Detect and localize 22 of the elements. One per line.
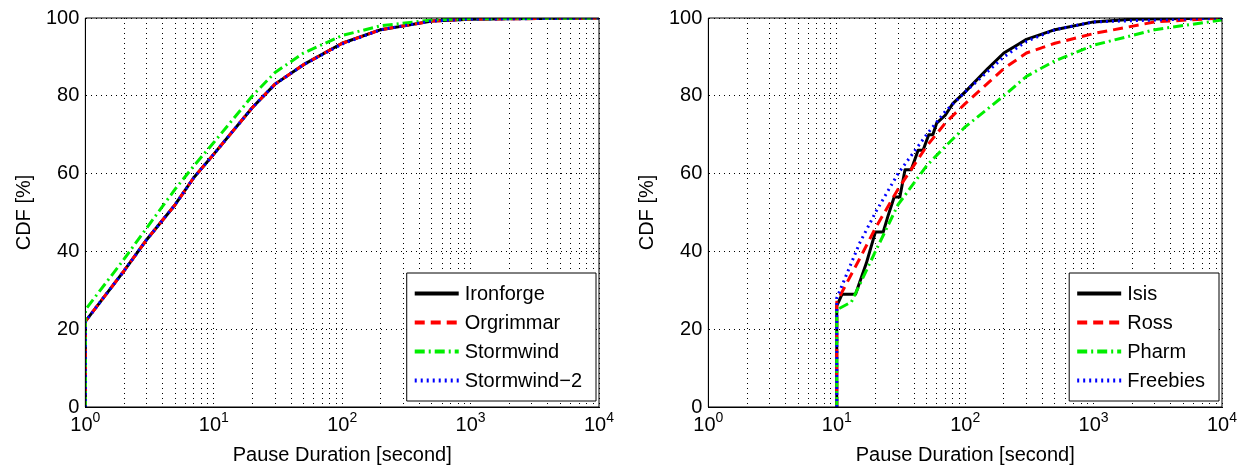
y-axis-title: CDF [%] [634,174,657,251]
y-tick-label: 40 [680,238,703,261]
legend-label: Ross [1127,311,1173,334]
legend-label: Ironforge [464,282,545,305]
y-tick-label: 60 [57,161,80,184]
legend-label: Stormwind−2 [464,369,583,392]
y-tick-label: 80 [57,83,80,106]
legend-label: Freebies [1127,369,1205,392]
y-tick-label: 40 [57,238,80,261]
legend-label: Stormwind [464,340,560,363]
y-tick-label: 80 [680,83,703,106]
y-tick-label: 20 [680,316,703,339]
legend-label: Orgrimmar [464,311,561,334]
legend-label: Isis [1127,282,1158,305]
y-tick-label: 100 [668,5,703,28]
x-axis-title: Pause Duration [second] [855,442,1075,465]
x-axis-title: Pause Duration [second] [232,442,452,465]
y-axis-title: CDF [%] [11,174,34,251]
y-tick-label: 20 [57,316,80,339]
y-tick-label: 60 [680,161,703,184]
legend-label: Pharm [1127,340,1187,363]
y-tick-label: 100 [45,5,80,28]
